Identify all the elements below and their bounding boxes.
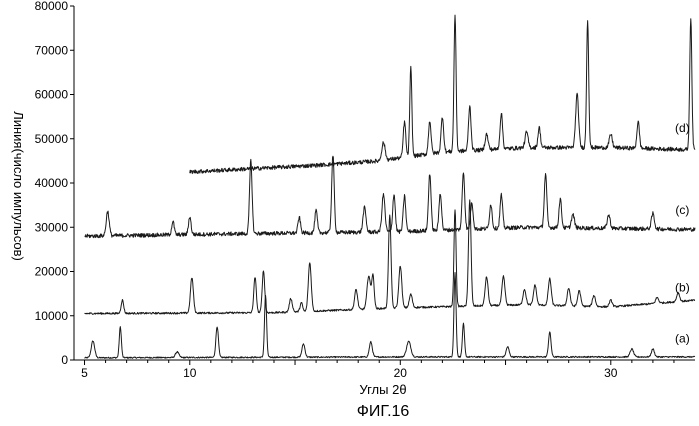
x-tick-label: 5 xyxy=(81,366,88,380)
y-tick-label: 50000 xyxy=(35,132,69,146)
series-label: (b) xyxy=(675,280,690,294)
y-tick-label: 40000 xyxy=(35,176,69,190)
x-axis-title: Углы 2θ xyxy=(359,382,406,397)
series-label: (c) xyxy=(675,203,689,217)
y-tick-label: 30000 xyxy=(35,220,69,234)
series-trace xyxy=(85,200,695,314)
series-label: (a) xyxy=(675,331,690,345)
y-axis-title: Линия(число импульсов) xyxy=(11,111,26,261)
x-tick-label: 10 xyxy=(183,366,197,380)
y-tick-label: 80000 xyxy=(35,0,69,13)
x-tick-label: 30 xyxy=(604,366,618,380)
x-axis: 5 10 20 30 xyxy=(81,360,674,380)
y-tick-label: 20000 xyxy=(35,265,69,279)
y-axis: 0 10000 20000 30000 40000 50000 60000 70000 8000… xyxy=(35,0,74,367)
series-labels: (a) (b) (c) (d) xyxy=(675,121,690,345)
series-trace xyxy=(85,156,695,237)
y-tick-label: 10000 xyxy=(35,309,69,323)
series-label: (d) xyxy=(675,121,690,135)
x-tick-label: 20 xyxy=(394,366,408,380)
y-tick-label: 60000 xyxy=(35,88,69,102)
series-trace xyxy=(85,273,695,359)
figure-caption: ФИГ.16 xyxy=(357,403,410,420)
series-trace xyxy=(190,15,695,174)
traces xyxy=(85,15,695,358)
y-tick-label: 0 xyxy=(61,353,68,367)
y-tick-label: 70000 xyxy=(35,43,69,57)
